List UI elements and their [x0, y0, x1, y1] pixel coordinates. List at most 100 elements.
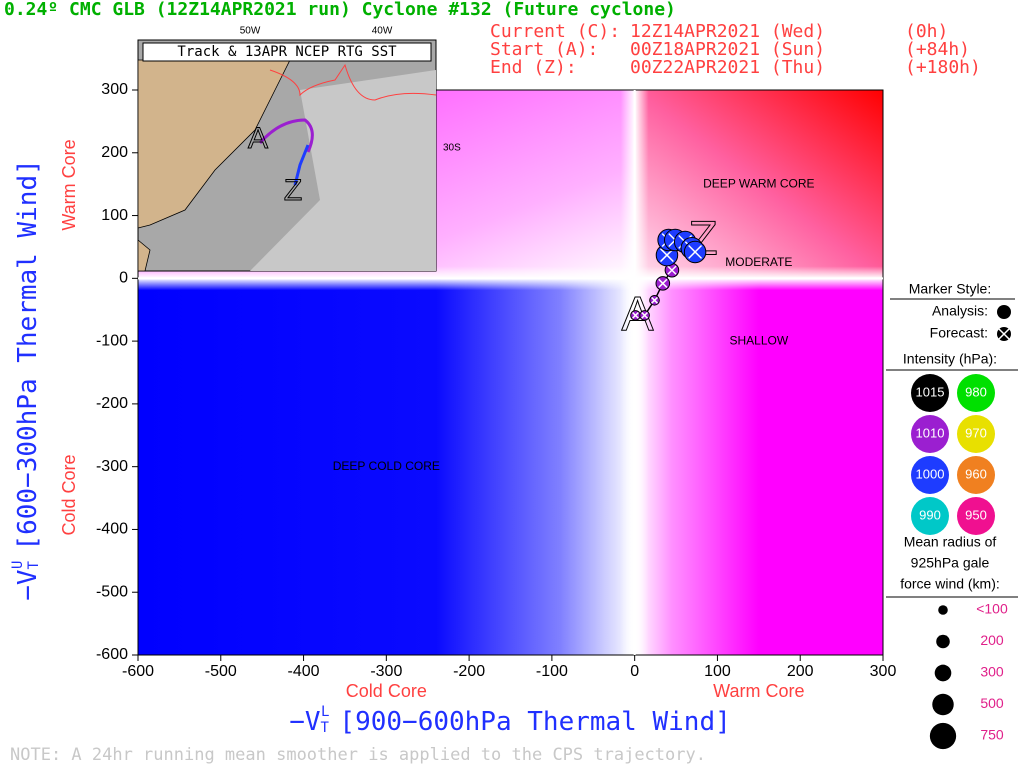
- y-axis-label: −VTU [600−300hPa Thermal Wind]: [10, 159, 43, 601]
- y-tick-label: -300: [96, 458, 128, 475]
- intensity-label: 990: [919, 507, 941, 522]
- size-swatch: [936, 634, 950, 649]
- y-tick-label: 100: [101, 207, 128, 224]
- intensity-swatch: [911, 374, 949, 412]
- y-side-label: Warm Core: [59, 139, 79, 230]
- x-tick-label: 0: [630, 663, 639, 680]
- y-tick-label: 200: [101, 144, 128, 161]
- inset-lon: 50W: [240, 26, 261, 37]
- x-tick-label: -200: [453, 663, 485, 680]
- label-part: T: [321, 720, 330, 736]
- region-label: DEEP WARM CORE: [703, 176, 814, 190]
- size-swatch: [938, 605, 948, 615]
- legend-title: Intensity (hPa):: [903, 351, 997, 367]
- intensity-swatch: [957, 456, 995, 494]
- label-part: L: [321, 704, 329, 720]
- forecast-x: [641, 311, 649, 319]
- y-tick-label: -100: [96, 332, 128, 349]
- x-tick-label: -500: [205, 663, 237, 680]
- size-label: <100: [976, 601, 1008, 617]
- legend-marker: [997, 305, 1011, 319]
- info-text: (+84h): [905, 39, 970, 60]
- intensity-label: 980: [965, 384, 987, 399]
- x-tick-label: -300: [370, 663, 402, 680]
- y-tick-label: 300: [101, 81, 128, 98]
- inset-title-box: [142, 42, 432, 62]
- inset-start: A: [248, 122, 268, 155]
- quadrant: [138, 278, 635, 655]
- y-tick-label: -500: [96, 583, 128, 600]
- legend-title: Marker Style:: [909, 281, 991, 297]
- y-tick-label: 0: [119, 270, 128, 287]
- legend-title: Mean radius of: [904, 534, 997, 550]
- label-part: [900−600hPa Thermal Wind]: [339, 707, 730, 737]
- y-tick-label: -200: [96, 395, 128, 412]
- info-text: Current (C):: [490, 21, 620, 42]
- size-label: 200: [980, 632, 1004, 648]
- inset-map: [137, 39, 437, 272]
- legend-title: force wind (km):: [900, 576, 1000, 592]
- label-part: −V: [289, 707, 320, 737]
- intensity-swatch: [957, 497, 995, 535]
- intensity-swatch: [911, 456, 949, 494]
- legend-title: 925hPa gale: [911, 555, 990, 571]
- inset-lon: 40W: [372, 26, 393, 37]
- land: [137, 239, 151, 272]
- region-label: SHALLOW: [729, 333, 788, 347]
- x-tick-label: 200: [787, 663, 814, 680]
- intensity-label: 1015: [916, 384, 945, 399]
- intensity-label: 960: [965, 466, 987, 481]
- intensity-label: 1010: [916, 425, 945, 440]
- label-part: U: [10, 561, 26, 569]
- size-swatch: [932, 693, 954, 716]
- info-text: End (Z):: [490, 57, 577, 78]
- intensity-label: 1000: [916, 466, 945, 481]
- x-side-label: Cold Core: [346, 681, 427, 701]
- inset-lat: 30S: [443, 143, 461, 154]
- label-part: [600−300hPa Thermal Wind]: [13, 159, 43, 550]
- forecast-x: [688, 244, 703, 259]
- label-part: −V: [13, 569, 43, 600]
- y-side-label: Cold Core: [59, 454, 79, 535]
- y-tick-label: -600: [96, 646, 128, 663]
- size-label: 750: [980, 727, 1004, 743]
- note: NOTE: A 24hr running mean smoother is ap…: [10, 745, 706, 765]
- sst-shade: [250, 70, 436, 271]
- x-tick-label: -400: [288, 663, 320, 680]
- chart-title: 0.24º CMC GLB (12Z14APR2021 run) Cyclone…: [4, 0, 676, 20]
- inset-end: Z: [284, 174, 302, 207]
- size-swatch: [929, 722, 957, 750]
- size-label: 300: [980, 664, 1004, 680]
- info-text: (+180h): [905, 57, 981, 78]
- intensity-swatch: [957, 415, 995, 453]
- legend-text: Forecast:: [930, 325, 988, 341]
- forecast-x: [667, 265, 677, 275]
- region-label: MODERATE: [725, 255, 792, 269]
- intensity-label: 950: [965, 507, 987, 522]
- x-tick-label: -100: [536, 663, 568, 680]
- info-text: 12Z14APR2021 (Wed): [630, 21, 825, 42]
- legend-text: Analysis:: [932, 303, 988, 319]
- plot-frame: [137, 89, 884, 656]
- intensity-swatch: [911, 415, 949, 453]
- x-tick-label: 100: [704, 663, 731, 680]
- forecast-x: [658, 278, 668, 288]
- forecast-x: [651, 296, 658, 304]
- phase-background: [137, 89, 884, 656]
- x-axis-label: −VTL [900−600hPa Thermal Wind]: [289, 704, 731, 737]
- track: [258, 118, 314, 153]
- forecast-x: [632, 311, 639, 319]
- label-part: T: [26, 560, 42, 569]
- info-text: Start (A):: [490, 39, 598, 60]
- info-text: 00Z18APR2021 (Sun): [630, 39, 825, 60]
- sst-contour: [269, 63, 437, 101]
- intensity-swatch: [911, 497, 949, 535]
- x-tick-label: 300: [870, 663, 897, 680]
- y-tick-label: -400: [96, 521, 128, 538]
- quadrant: [634, 278, 883, 655]
- region-label: DEEP COLD CORE: [333, 459, 440, 473]
- inset-title: Track & 13APR NCEP RTG SST: [177, 44, 397, 60]
- x-tick-label: -600: [122, 663, 154, 680]
- info-text: (0h): [905, 21, 948, 42]
- intensity-label: 970: [965, 425, 987, 440]
